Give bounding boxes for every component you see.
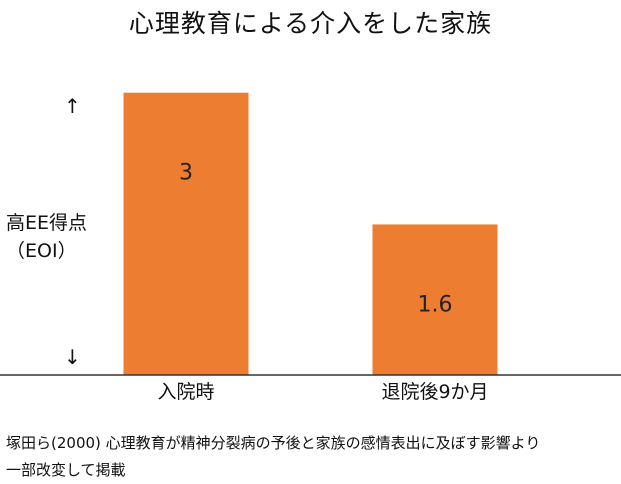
bar-1 — [123, 92, 249, 375]
source-citation-note: 一部改変して掲載 — [6, 461, 126, 479]
bar-value-label-1: 3 — [179, 161, 193, 186]
y-axis-label-unit: （EOI） — [6, 240, 77, 262]
x-tick-label-1: 入院時 — [157, 381, 214, 403]
y-axis-up-arrow: ↑ — [64, 94, 81, 118]
y-axis-down-arrow: ↓ — [64, 345, 81, 369]
x-tick-label-2: 退院後9か月 — [381, 381, 488, 403]
bar-2 — [372, 224, 498, 375]
y-axis-label: 高EE得点 — [6, 212, 88, 234]
source-citation: 塚田ら(2000) 心理教育が精神分裂病の予後と家族の感情表出に及ぼす影響より — [6, 434, 541, 452]
bar-value-label-2: 1.6 — [418, 292, 453, 317]
bar-chart: 3 入院時 1.6 退院後9か月 — [0, 92, 621, 403]
chart-title: 心理教育による介入をした家族 — [128, 9, 493, 38]
